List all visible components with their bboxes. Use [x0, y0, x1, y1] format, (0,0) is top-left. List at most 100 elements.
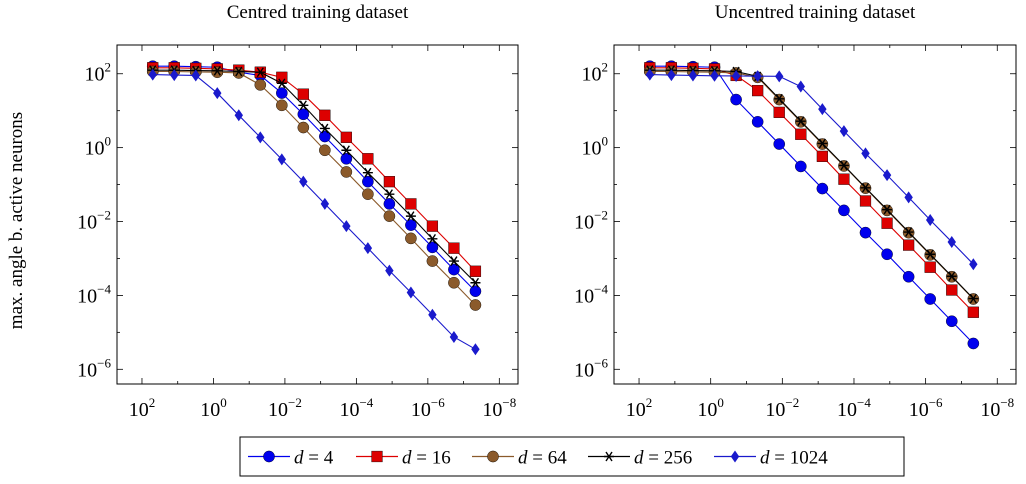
- plot-frame: [116, 44, 519, 385]
- data-point: [405, 219, 417, 231]
- data-point: [968, 293, 979, 304]
- data-point: [405, 198, 417, 210]
- y-tick-label: 100: [85, 134, 112, 160]
- data-point: [277, 153, 287, 166]
- data-point: [816, 182, 829, 195]
- chart-title: Centred training dataset: [227, 2, 409, 23]
- data-point: [881, 217, 893, 229]
- data-point: [297, 108, 310, 121]
- data-point: [904, 191, 913, 204]
- data-point: [751, 116, 764, 128]
- data-point: [710, 69, 719, 82]
- data-point: [924, 293, 937, 305]
- data-point: [469, 299, 482, 311]
- data-point: [967, 306, 979, 318]
- data-point: [838, 173, 850, 185]
- data-point: [967, 337, 980, 350]
- data-point: [773, 138, 786, 150]
- legend-marker: [604, 451, 614, 462]
- axis-ticks: [614, 45, 1016, 384]
- series-d1024: [645, 68, 978, 271]
- data-point: [362, 153, 374, 165]
- data-point: [362, 175, 374, 188]
- legend-entry: d = 256: [588, 448, 692, 469]
- series-line: [152, 65, 476, 292]
- data-point: [946, 271, 957, 282]
- y-tick-label: 10−2: [574, 208, 608, 234]
- data-point: [319, 123, 330, 134]
- series-d64: [146, 65, 482, 311]
- data-point: [838, 204, 850, 217]
- data-point: [667, 69, 676, 82]
- data-point: [449, 330, 459, 343]
- data-point: [340, 166, 353, 178]
- x-tick-label: 100: [200, 395, 227, 421]
- data-point: [882, 204, 893, 215]
- data-point: [795, 116, 806, 127]
- data-point: [276, 99, 288, 112]
- data-point: [448, 242, 460, 254]
- data-point: [341, 145, 352, 156]
- data-point: [384, 189, 395, 200]
- data-point: [839, 125, 849, 138]
- data-point: [817, 138, 828, 149]
- data-point: [859, 195, 872, 207]
- data-point: [470, 277, 481, 288]
- data-point: [213, 87, 222, 100]
- y-tick-label: 10−2: [77, 208, 111, 234]
- legend-entry: d = 64: [472, 448, 567, 469]
- legend-entry: d = 1024: [714, 448, 828, 469]
- data-point: [319, 144, 331, 157]
- x-tick-label: 10−2: [268, 395, 302, 421]
- plot-frame: [613, 44, 1017, 385]
- data-point: [926, 213, 935, 226]
- data-point: [428, 308, 437, 321]
- data-point: [903, 227, 914, 237]
- data-point: [405, 232, 417, 245]
- data-point: [859, 226, 872, 239]
- data-point: [427, 233, 438, 244]
- data-point: [816, 150, 828, 162]
- legend-marker: [263, 450, 275, 463]
- data-point: [688, 69, 698, 82]
- legend-entry: d = 16: [356, 448, 451, 469]
- data-point: [211, 66, 224, 79]
- legend-label: d = 16: [402, 448, 451, 469]
- legend-entry: d = 4: [248, 448, 334, 469]
- series-d256: [147, 65, 481, 288]
- y-tick-label: 10−6: [574, 355, 608, 381]
- data-point: [299, 175, 308, 188]
- legend-marker: [730, 450, 740, 463]
- series-line: [152, 70, 476, 306]
- data-point: [426, 241, 439, 254]
- data-point: [362, 167, 373, 178]
- data-point: [645, 68, 655, 81]
- legend-label: d = 256: [634, 448, 692, 469]
- data-point: [882, 169, 892, 182]
- data-point: [469, 265, 482, 277]
- y-tick-label: 102: [582, 60, 609, 86]
- data-point: [731, 69, 741, 82]
- y-tick-label: 10−4: [77, 281, 111, 307]
- data-point: [383, 198, 396, 210]
- data-point: [256, 131, 265, 144]
- x-tick-label: 100: [697, 395, 724, 421]
- y-axis-label: max. angle b. active neurons: [6, 112, 27, 329]
- data-point: [469, 285, 482, 298]
- data-point: [362, 188, 374, 200]
- legend-marker: [371, 450, 383, 463]
- legend-label: d = 4: [294, 448, 334, 469]
- chart-panel-1: Centred training dataset max. angle b. ac…: [6, 2, 519, 421]
- series-d16: [644, 62, 979, 318]
- data-point: [232, 67, 245, 79]
- x-tick-label: 10−8: [482, 395, 516, 421]
- data-point: [969, 258, 978, 271]
- series-line: [152, 67, 476, 272]
- data-point: [234, 109, 243, 122]
- series-d4: [644, 60, 980, 350]
- data-point: [406, 286, 416, 299]
- data-point: [448, 256, 459, 266]
- chart-panel-2: Uncentred training dataset 102 100 10−2 10−4…: [574, 2, 1017, 421]
- series-line: [649, 69, 974, 299]
- data-point: [794, 160, 807, 173]
